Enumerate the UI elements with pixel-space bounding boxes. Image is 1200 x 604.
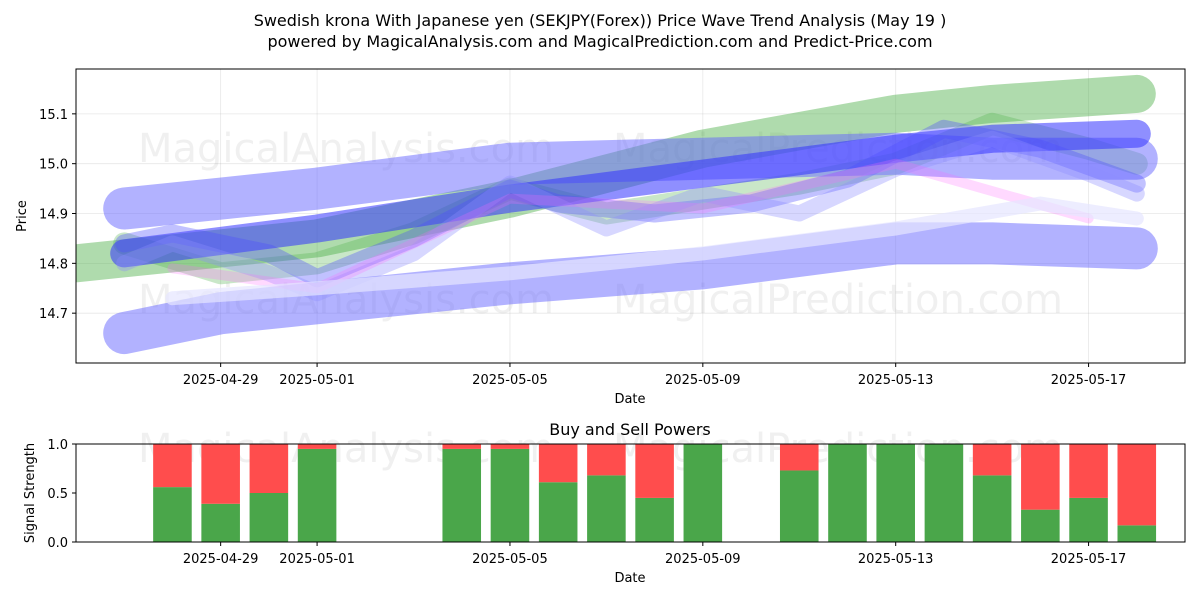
price-y-tick-label-1: 14.8 xyxy=(39,257,68,272)
signal-chart-title: Buy and Sell Powers xyxy=(549,420,711,439)
price-x-tick-label-4: 2025-05-13 xyxy=(858,373,934,388)
sell-bar-2025-05-15 xyxy=(972,444,1012,476)
buy-bar-2025-05-05 xyxy=(490,448,530,542)
sell-bar-2025-05-07 xyxy=(587,444,626,476)
sell-bar-2025-05-01 xyxy=(297,444,337,449)
signal-x-tick-label-3: 2025-05-09 xyxy=(665,552,741,567)
price-series-line-4 xyxy=(110,119,1151,268)
buy-bar-2025-05-04 xyxy=(442,448,482,542)
price-series xyxy=(76,74,1158,355)
signal-y-ticks: 0.0 0.5 1.0 xyxy=(47,438,76,551)
sell-bar-2025-05-06 xyxy=(538,444,578,483)
buy-bar-2025-04-28 xyxy=(153,487,192,542)
price-series-line-3 xyxy=(103,222,1158,355)
sell-bar-2025-04-28 xyxy=(153,444,192,488)
buy-bar-2025-05-07 xyxy=(587,475,626,542)
buy-bar-2025-05-08 xyxy=(635,497,674,542)
price-series-line-6 xyxy=(116,130,1145,302)
price-y-tick-label-2: 14.9 xyxy=(39,208,68,223)
signal-x-tick-label-4: 2025-05-13 xyxy=(858,552,934,567)
price-series-line-5 xyxy=(115,119,1146,288)
sell-bar-2025-05-16 xyxy=(1021,444,1060,510)
signal-x-ticks: 2025-04-29 2025-05-01 2025-05-05 2025-05-09… xyxy=(183,542,1126,567)
buy-bar-2025-05-01 xyxy=(297,448,337,542)
figure-title: Swedish krona With Japanese yen (SEKJPY(… xyxy=(254,11,947,30)
signal-bars xyxy=(153,444,1157,542)
buy-bar-2025-05-18 xyxy=(1117,525,1157,542)
price-y-tick-label-3: 15.0 xyxy=(39,158,68,173)
signal-y-axis-label: Signal Strength xyxy=(23,443,38,543)
sell-bar-2025-04-30 xyxy=(249,444,289,493)
buy-bar-2025-04-30 xyxy=(249,493,289,542)
price-y-ticks: 14.7 14.8 14.9 15.0 15.1 xyxy=(39,108,76,322)
signal-x-tick-label-2: 2025-05-05 xyxy=(472,552,548,567)
price-y-axis-label: Price xyxy=(15,200,30,232)
sell-bar-2025-05-05 xyxy=(490,444,530,449)
buy-bar-2025-05-14 xyxy=(924,444,964,542)
sell-bar-2025-05-18 xyxy=(1117,444,1157,526)
buy-bar-2025-05-16 xyxy=(1021,509,1060,542)
signal-x-tick-label-5: 2025-05-17 xyxy=(1051,552,1127,567)
signal-y-tick-label-1: 0.5 xyxy=(47,487,68,502)
price-chart: MagicalAnalysis.com MagicalPrediction.co… xyxy=(15,68,1186,407)
signal-x-tick-label-0: 2025-04-29 xyxy=(183,552,259,567)
signal-chart: Buy and Sell Powers MagicalAnalysis.com … xyxy=(23,420,1186,586)
buy-bar-2025-05-06 xyxy=(538,482,578,542)
buy-bar-2025-05-11 xyxy=(779,470,819,542)
signal-x-tick-label-1: 2025-05-01 xyxy=(279,552,355,567)
signal-x-axis-label: Date xyxy=(614,571,645,586)
sell-bar-2025-05-11 xyxy=(779,444,819,471)
price-y-tick-label-4: 15.1 xyxy=(39,108,68,123)
buy-bar-2025-05-17 xyxy=(1069,497,1108,542)
figure-subtitle: powered by MagicalAnalysis.com and Magic… xyxy=(267,32,932,51)
price-x-tick-label-5: 2025-05-17 xyxy=(1051,373,1127,388)
sell-bar-2025-05-08 xyxy=(635,444,674,498)
price-x-tick-label-3: 2025-05-09 xyxy=(665,373,741,388)
sell-bar-2025-05-17 xyxy=(1069,444,1108,498)
price-x-ticks: 2025-04-29 2025-05-01 2025-05-05 2025-05-09… xyxy=(183,363,1126,388)
price-plot-frame xyxy=(75,68,1186,364)
buy-bar-2025-05-13 xyxy=(876,444,915,542)
signal-y-tick-label-0: 0.0 xyxy=(47,536,68,551)
buy-bar-2025-05-12 xyxy=(828,444,867,542)
price-series-line-8 xyxy=(165,196,1144,306)
price-x-tick-label-0: 2025-04-29 xyxy=(183,373,259,388)
signal-y-tick-label-2: 1.0 xyxy=(47,438,68,453)
buy-bar-2025-04-29 xyxy=(201,503,240,542)
price-x-tick-label-2: 2025-05-05 xyxy=(472,373,548,388)
price-series-line-2 xyxy=(103,132,1158,230)
sell-bar-2025-05-04 xyxy=(442,444,482,449)
price-y-tick-label-0: 14.7 xyxy=(39,307,68,322)
price-x-axis-label: Date xyxy=(614,392,645,407)
buy-bar-2025-05-09 xyxy=(683,444,723,542)
price-x-tick-label-1: 2025-05-01 xyxy=(279,373,355,388)
buy-bar-2025-05-15 xyxy=(972,475,1012,542)
sell-bar-2025-04-29 xyxy=(201,444,240,504)
